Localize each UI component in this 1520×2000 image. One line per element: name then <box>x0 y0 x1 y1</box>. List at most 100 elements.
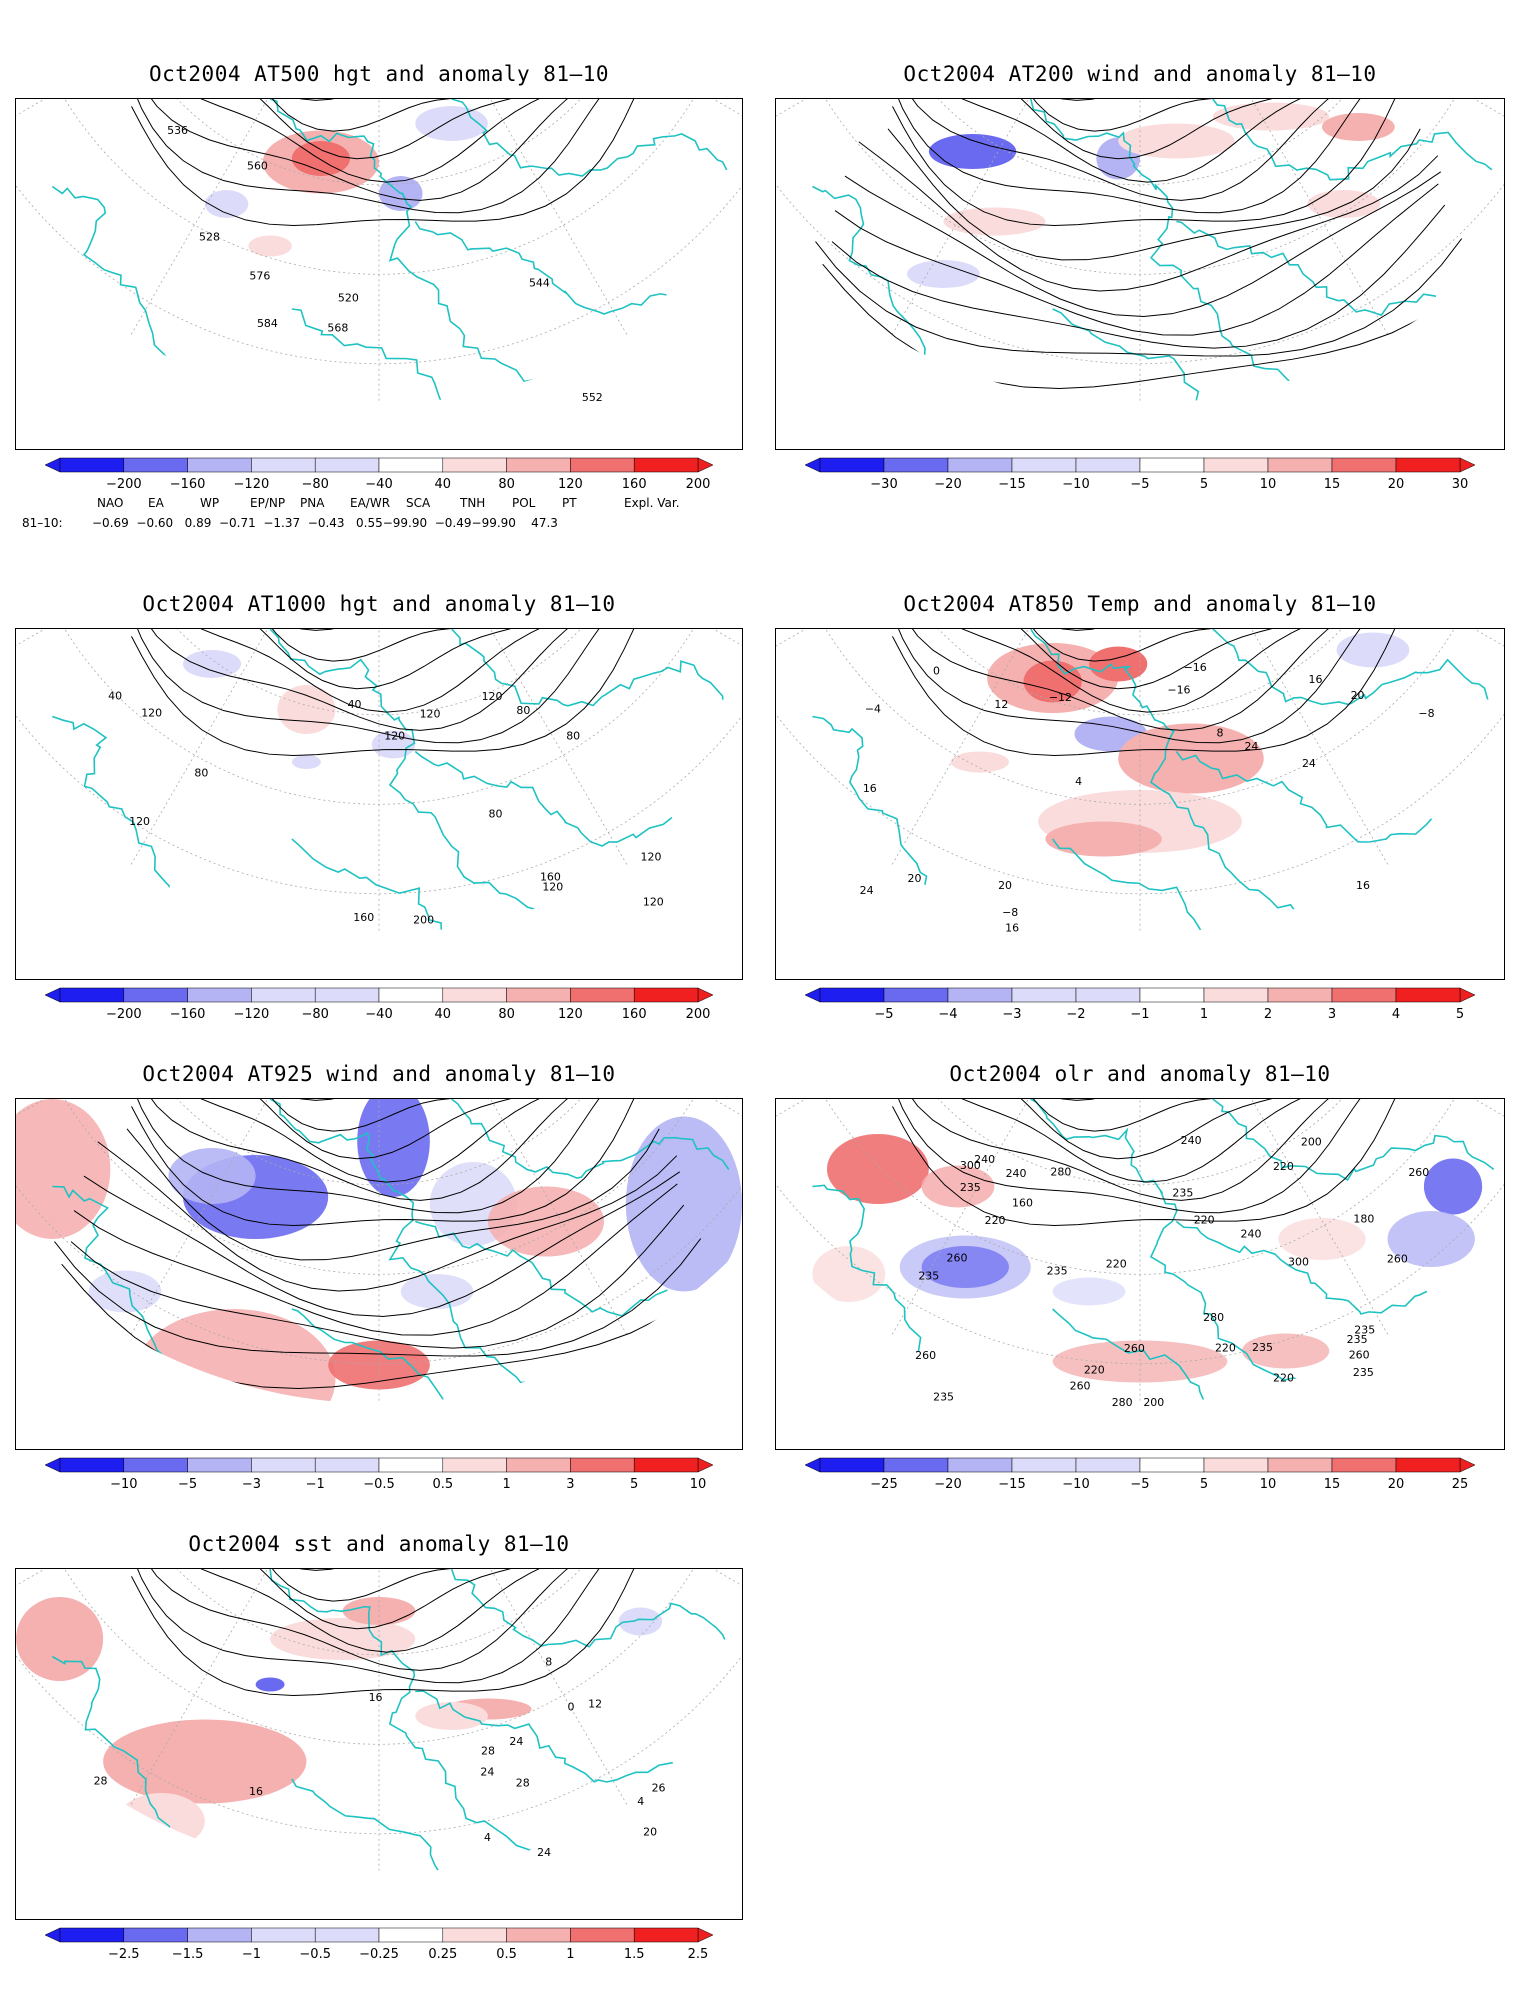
contour-line <box>135 99 614 201</box>
p850-map: −16 −16 −8 −12 −8 −4 0 4 8 12 16 20 24 20 16 24 24 16 20 16 <box>775 628 1505 980</box>
colorbar-tick-label: 5 <box>630 1477 638 1492</box>
colorbar-tick-label: 2 <box>1264 1007 1272 1022</box>
colorbar-tick-label: −3 <box>242 1477 261 1492</box>
contour-line <box>896 1099 1375 1201</box>
index-header: PT <box>562 496 577 510</box>
anomaly-shade <box>291 141 350 176</box>
coastline <box>52 715 238 934</box>
contour-label: −12 <box>1049 691 1072 704</box>
coastline <box>1052 308 1262 404</box>
coastline <box>1051 838 1256 934</box>
contour-label: 80 <box>516 704 530 717</box>
contour-label: 24 <box>1244 740 1258 753</box>
contour-line <box>132 99 618 214</box>
contour-label: 576 <box>249 269 270 282</box>
coastline <box>451 629 724 707</box>
anomaly-shade <box>1052 1277 1126 1306</box>
contour-label: 4 <box>1075 775 1082 788</box>
colorbar-segment <box>633 987 699 1003</box>
colorbar-segment <box>819 457 885 473</box>
colorbar-tick-label: 10 <box>1260 1477 1277 1492</box>
colorbar-segment <box>819 987 885 1003</box>
colorbar-tick-label: −10 <box>1062 1477 1089 1492</box>
colorbar-tick-label: 160 <box>622 1007 647 1022</box>
contour-label: 200 <box>1301 1136 1322 1149</box>
colorbar-tick-label: 1.5 <box>624 1947 645 1962</box>
coastline <box>1175 1220 1428 1315</box>
contour-line <box>978 629 1300 631</box>
colorbar-tick-label: 40 <box>435 1007 452 1022</box>
colorbar-tick-label: −5 <box>1130 477 1149 492</box>
contour-label: 0 <box>568 1700 575 1713</box>
contour-label: 260 <box>1408 1166 1429 1179</box>
anomaly-shade <box>204 190 249 218</box>
contour-label: 235 <box>933 1390 954 1403</box>
contour-label: 120 <box>420 708 441 721</box>
colorbar-tick-label: 25 <box>1452 1477 1469 1492</box>
coastline <box>291 1778 497 1874</box>
p1000-title: Oct2004 AT1000 hgt and anomaly 81–10 <box>142 592 616 616</box>
colorbar-segment <box>1331 1457 1397 1473</box>
contour-line <box>131 1099 635 1226</box>
contour-label: 560 <box>247 159 268 172</box>
contour-line <box>955 99 1327 132</box>
p1000-map: 120 120 40 80 160 40 200 120 80 120 160 120 80 120 120… <box>15 628 743 980</box>
contour-label: 120 <box>482 690 503 703</box>
contour-line <box>126 1128 660 1261</box>
colorbar-tick-label: 80 <box>498 1007 515 1022</box>
colorbar-segment <box>1395 457 1461 473</box>
anomaly-shade <box>1278 1218 1366 1260</box>
contour-label: 220 <box>1084 1364 1105 1377</box>
anomaly-shade <box>248 235 292 257</box>
coastline <box>1212 1099 1495 1182</box>
contour-label: 235 <box>960 1181 981 1194</box>
colorbar-tick-label: −40 <box>365 477 392 492</box>
anomaly-shade <box>1387 1211 1475 1267</box>
contour-line <box>892 629 1396 756</box>
anomaly-shade <box>812 1246 886 1302</box>
contour-label: 160 <box>1012 1197 1033 1210</box>
coastline <box>269 1099 601 1396</box>
index-header: PNA <box>300 496 325 510</box>
colorbar-tick-label: 1 <box>566 1947 574 1962</box>
colorbar-tick-label: −4 <box>938 1007 957 1022</box>
contour-line <box>914 1099 1372 1183</box>
contour-label: 235 <box>1172 1187 1193 1200</box>
coastline <box>414 750 673 847</box>
p850-title: Oct2004 AT850 Temp and anomaly 81–10 <box>903 592 1377 616</box>
contour-label: 220 <box>1215 1342 1236 1355</box>
index-header: Expl. Var. <box>624 496 680 510</box>
coastline <box>291 308 496 404</box>
index-header: WP <box>200 496 220 510</box>
colorbar-tick-label: 15 <box>1324 1477 1341 1492</box>
contour-line <box>135 1099 614 1201</box>
colorbar-arrow-low <box>804 457 821 473</box>
contour-line <box>131 99 635 226</box>
colorbar-tick-label: −2.5 <box>108 1947 140 1962</box>
contour-line <box>194 99 566 132</box>
anomaly-shade <box>277 685 336 734</box>
colorbar-arrow-low <box>804 1457 821 1473</box>
colorbar-segment <box>633 457 699 473</box>
colorbar-segment <box>1331 987 1397 1003</box>
psst-title: Oct2004 sst and anomaly 81–10 <box>188 1532 570 1556</box>
colorbar-arrow-low <box>804 987 821 1003</box>
contour-label: 260 <box>1349 1348 1370 1361</box>
contour-label: 80 <box>194 766 208 779</box>
index-header: TNH <box>460 496 486 510</box>
polr-map: 220 260 180 220 235 235 160 200 200 220 220 235 240 2… <box>775 1098 1505 1450</box>
contour-label: 280 <box>1050 1166 1071 1179</box>
contour-line <box>135 629 614 731</box>
colorbar-tick-label: −1 <box>306 1477 325 1492</box>
contour-label: 16 <box>249 1785 263 1798</box>
p200-map-canvas <box>776 99 1504 404</box>
contour-label: 552 <box>582 391 603 404</box>
colorbar-tick-label: −3 <box>1002 1007 1021 1022</box>
contour-label: 220 <box>1106 1258 1127 1271</box>
contour-line <box>955 1099 1327 1132</box>
contour-line <box>896 629 1375 731</box>
colorbar-segment <box>1075 457 1141 473</box>
contour-label: 16 <box>1309 673 1323 686</box>
contour-label: 16 <box>369 1691 383 1704</box>
index-header: POL <box>512 496 536 510</box>
